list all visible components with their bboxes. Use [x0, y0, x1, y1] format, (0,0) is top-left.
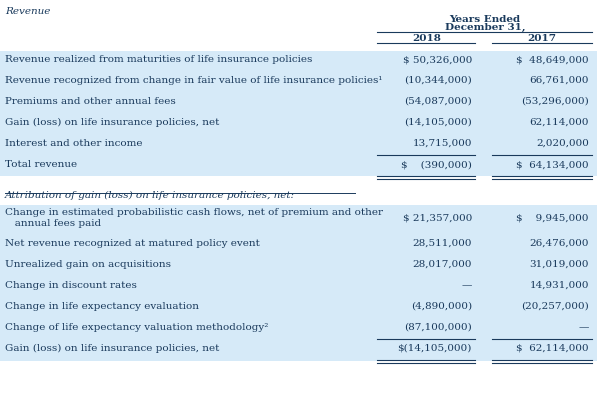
FancyBboxPatch shape [0, 156, 597, 177]
Text: $ 21,357,000: $ 21,357,000 [402, 214, 472, 223]
Text: $  62,114,000: $ 62,114,000 [516, 344, 589, 353]
Text: 62,114,000: 62,114,000 [530, 118, 589, 127]
Text: Change of life expectancy valuation methodology²: Change of life expectancy valuation meth… [5, 323, 269, 332]
FancyBboxPatch shape [0, 51, 597, 72]
Text: Unrealized gain on acquisitions: Unrealized gain on acquisitions [5, 260, 171, 269]
Text: 14,931,000: 14,931,000 [530, 281, 589, 290]
FancyBboxPatch shape [0, 235, 597, 256]
FancyBboxPatch shape [0, 135, 597, 156]
Text: (54,087,000): (54,087,000) [404, 97, 472, 106]
FancyBboxPatch shape [0, 319, 597, 340]
FancyBboxPatch shape [0, 176, 597, 190]
FancyBboxPatch shape [0, 205, 597, 235]
Text: —: — [461, 281, 472, 290]
Text: Net revenue recognized at matured policy event: Net revenue recognized at matured policy… [5, 239, 260, 248]
Text: —: — [578, 323, 589, 332]
Text: December 31,: December 31, [445, 23, 525, 32]
Text: Total revenue: Total revenue [5, 160, 77, 169]
Text: $  48,649,000: $ 48,649,000 [516, 55, 589, 64]
Text: $(14,105,000): $(14,105,000) [398, 344, 472, 353]
Text: 28,511,000: 28,511,000 [413, 239, 472, 248]
Text: 66,761,000: 66,761,000 [530, 76, 589, 85]
Text: Revenue recognized from change in fair value of life insurance policies¹: Revenue recognized from change in fair v… [5, 76, 383, 85]
Text: (14,105,000): (14,105,000) [404, 118, 472, 127]
Text: Gain (loss) on life insurance policies, net: Gain (loss) on life insurance policies, … [5, 118, 219, 127]
Text: 2017: 2017 [528, 34, 556, 43]
Text: 13,715,000: 13,715,000 [413, 139, 472, 148]
Text: (53,296,000): (53,296,000) [521, 97, 589, 106]
Text: 28,017,000: 28,017,000 [413, 260, 472, 269]
Text: Revenue realized from maturities of life insurance policies: Revenue realized from maturities of life… [5, 55, 312, 64]
FancyBboxPatch shape [0, 277, 597, 298]
FancyBboxPatch shape [0, 93, 597, 114]
Text: Change in life expectancy evaluation: Change in life expectancy evaluation [5, 302, 199, 311]
Text: 26,476,000: 26,476,000 [530, 239, 589, 248]
Text: Premiums and other annual fees: Premiums and other annual fees [5, 97, 176, 106]
Text: 2,020,000: 2,020,000 [536, 139, 589, 148]
Text: 2018: 2018 [413, 34, 441, 43]
Text: Gain (loss) on life insurance policies, net: Gain (loss) on life insurance policies, … [5, 344, 219, 353]
Text: Interest and other income: Interest and other income [5, 139, 143, 148]
Text: $    9,945,000: $ 9,945,000 [516, 214, 589, 223]
Text: $ 50,326,000: $ 50,326,000 [402, 55, 472, 64]
Text: (4,890,000): (4,890,000) [411, 302, 472, 311]
FancyBboxPatch shape [0, 256, 597, 277]
Text: Change in estimated probabilistic cash flows, net of premium and other
   annual: Change in estimated probabilistic cash f… [5, 208, 383, 228]
Text: Change in discount rates: Change in discount rates [5, 281, 137, 290]
Text: (20,257,000): (20,257,000) [521, 302, 589, 311]
Text: $  64,134,000: $ 64,134,000 [516, 160, 589, 169]
FancyBboxPatch shape [0, 298, 597, 319]
Text: (10,344,000): (10,344,000) [404, 76, 472, 85]
FancyBboxPatch shape [0, 72, 597, 93]
FancyBboxPatch shape [0, 340, 597, 361]
Text: Years Ended: Years Ended [450, 15, 521, 24]
Text: Revenue: Revenue [5, 7, 50, 16]
Text: $    (390,000): $ (390,000) [401, 160, 472, 169]
Text: 31,019,000: 31,019,000 [530, 260, 589, 269]
Text: Attribution of gain (loss) on life insurance policies, net:: Attribution of gain (loss) on life insur… [5, 191, 295, 200]
FancyBboxPatch shape [0, 114, 597, 135]
Text: (87,100,000): (87,100,000) [404, 323, 472, 332]
